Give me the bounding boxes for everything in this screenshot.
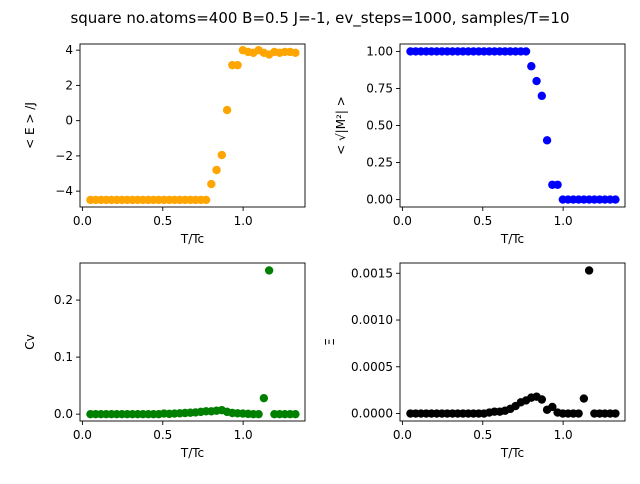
data-point — [611, 409, 620, 418]
data-point — [542, 136, 552, 145]
y-tick-label: 0.2 — [54, 293, 73, 307]
y-tick-label: 0.0010 — [351, 313, 393, 327]
x-axis-label: T/Tc — [180, 232, 204, 246]
y-tick-label: 0.0015 — [351, 266, 393, 280]
x-tick-label: 0.5 — [473, 428, 492, 442]
data-point — [233, 60, 242, 70]
x-tick-label: 0.0 — [393, 428, 412, 442]
data-point — [264, 266, 274, 275]
data-point — [222, 105, 232, 115]
plot-frame — [399, 43, 626, 208]
y-axis-label: Cv — [23, 334, 37, 349]
y-tick-label: −2 — [55, 149, 73, 163]
y-tick-label: 0 — [65, 114, 73, 128]
x-axis-label: T/Tc — [500, 446, 524, 460]
plot-frame — [79, 43, 306, 208]
chart-heat-capacity: 0.0 0.5 1.0 0.0 0.1 0.2 T/Tc Cv — [23, 262, 306, 460]
x-tick-label: 0.5 — [473, 214, 492, 228]
data-point — [532, 76, 541, 86]
y-tick-label: 1.00 — [366, 44, 393, 58]
y-tick-label: 0.00 — [366, 193, 393, 207]
data-point — [548, 402, 557, 412]
plot-frame — [399, 262, 626, 422]
chart-magnetization: 0.0 0.5 1.0 0.00 0.25 0.50 0.75 1.00 T/Tc < √|M²|… — [334, 43, 626, 246]
x-axis-label: T/Tc — [500, 232, 524, 246]
y-tick-label: 0.25 — [366, 156, 393, 170]
y-axis-label: < E > /J — [23, 102, 37, 149]
data-point — [527, 62, 536, 71]
x-tick-label: 0.0 — [73, 428, 92, 442]
chart-susceptibility: 0.0 0.5 1.0 0.0000 0.0005 0.0010 0.0015 T/Tc Ξ — [323, 262, 626, 460]
chart-energy: 0.0 0.5 1.0 −4 −2 0 2 4 T/Tc < E > /J — [23, 43, 306, 246]
data-point — [584, 266, 594, 275]
data-point — [201, 195, 211, 205]
data-point — [212, 165, 221, 175]
data-point — [207, 179, 216, 189]
data-point — [579, 394, 589, 403]
data-point — [537, 395, 547, 404]
y-axis-label: < √|M²| > — [334, 96, 348, 155]
data-point — [521, 47, 531, 56]
x-tick-label: 1.0 — [234, 428, 253, 442]
data-point — [217, 150, 227, 160]
y-tick-label: 0.75 — [366, 81, 393, 95]
y-tick-label: 4 — [65, 43, 73, 57]
y-tick-label: 0.0 — [54, 407, 73, 421]
data-point — [259, 393, 269, 403]
data-point — [574, 409, 583, 418]
x-tick-label: 0.0 — [393, 214, 412, 228]
x-axis-label: T/Tc — [180, 446, 204, 460]
y-tick-label: 0.50 — [366, 119, 393, 133]
x-tick-label: 1.0 — [554, 428, 573, 442]
x-tick-label: 0.0 — [73, 214, 92, 228]
y-tick-label: 0.1 — [54, 350, 73, 364]
y-tick-label: 0.0000 — [351, 407, 393, 421]
x-tick-label: 0.5 — [153, 214, 172, 228]
x-tick-label: 0.5 — [153, 428, 172, 442]
figure-title: square no.atoms=400 B=0.5 J=-1, ev_steps… — [70, 9, 569, 28]
data-point — [254, 409, 263, 419]
data-point — [291, 48, 300, 58]
plot-frame — [79, 262, 306, 422]
y-tick-label: 2 — [65, 78, 73, 92]
y-axis-label: Ξ — [323, 338, 337, 346]
x-tick-label: 1.0 — [234, 214, 253, 228]
data-point — [537, 91, 547, 101]
data-point — [611, 195, 620, 204]
y-tick-label: −4 — [55, 184, 73, 198]
data-point — [553, 180, 562, 189]
y-tick-label: 0.0005 — [351, 360, 393, 374]
data-point — [291, 409, 300, 419]
x-tick-label: 1.0 — [554, 214, 573, 228]
